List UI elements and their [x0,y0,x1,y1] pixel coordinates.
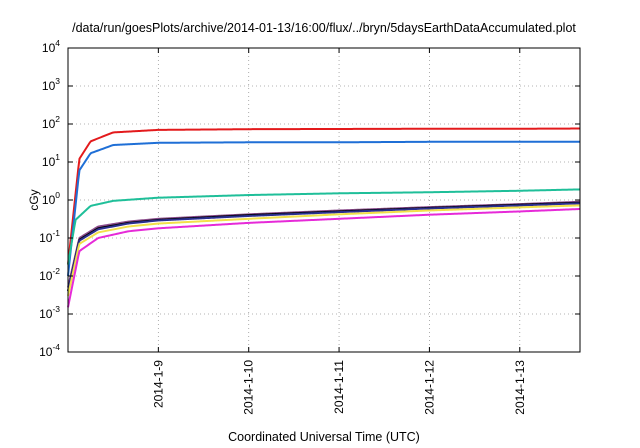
y-tick-exponent: 4 [55,38,60,48]
series-line [67,188,581,265]
y-tick-exponent: -1 [52,228,60,238]
series-line [67,202,581,292]
series-group [67,127,581,308]
y-tick-exponent: 3 [55,76,60,86]
x-tick-label: 2014-1-13 [513,360,527,415]
series-line [67,207,581,308]
y-tick-exponent: -3 [52,304,60,314]
y-tick-exponent: -4 [52,342,60,352]
grid [68,48,580,352]
series-line [67,204,581,297]
series-line [67,140,580,277]
y-tick-exponent: 1 [55,152,60,162]
series-line [67,127,580,265]
x-tick-label: 2014-1-9 [151,360,165,408]
y-tick-exponent: 2 [55,114,60,124]
y-tick-exponent: 0 [55,190,60,200]
chart-title: /data/run/goesPlots/archive/2014-01-13/1… [72,21,576,35]
x-tick-label: 2014-1-10 [242,360,256,415]
x-axis-label: Coordinated Universal Time (UTC) [228,430,420,444]
y-axis-label: cGy [27,189,41,210]
y-tick-exponent: -2 [52,266,60,276]
x-tick-label: 2014-1-12 [422,360,436,415]
x-tick-label: 2014-1-11 [332,360,346,414]
